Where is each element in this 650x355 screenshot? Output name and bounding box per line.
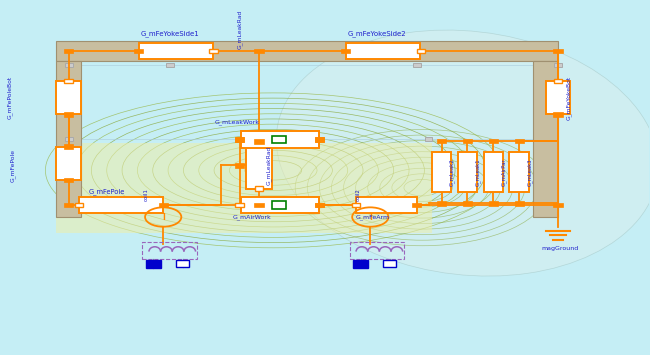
- Bar: [241, 197, 318, 213]
- Bar: [412, 202, 421, 207]
- Bar: [57, 41, 558, 61]
- Bar: [341, 49, 350, 54]
- Bar: [510, 152, 529, 192]
- Bar: [57, 61, 81, 217]
- Bar: [64, 49, 73, 54]
- Bar: [255, 186, 263, 191]
- Bar: [272, 136, 286, 143]
- Text: I: I: [162, 213, 164, 222]
- Text: G_mFePoleBot: G_mFePoleBot: [7, 76, 12, 119]
- Bar: [65, 137, 73, 141]
- Bar: [79, 197, 163, 213]
- Text: magGround: magGround: [542, 246, 579, 251]
- Bar: [315, 137, 324, 142]
- Bar: [553, 202, 562, 207]
- Bar: [458, 152, 477, 192]
- Bar: [534, 61, 558, 217]
- Bar: [432, 152, 451, 192]
- Bar: [346, 43, 421, 59]
- Bar: [64, 112, 73, 117]
- Text: G_mLeakWork: G_mLeakWork: [215, 120, 260, 125]
- Bar: [356, 197, 417, 213]
- Bar: [64, 144, 73, 149]
- Text: G_mFePole: G_mFePole: [10, 149, 16, 182]
- Bar: [146, 260, 161, 268]
- Bar: [437, 201, 446, 206]
- Bar: [413, 63, 421, 67]
- Bar: [241, 131, 318, 148]
- Bar: [489, 138, 498, 143]
- Bar: [553, 49, 562, 54]
- Text: G_mLeakRad: G_mLeakRad: [237, 10, 242, 49]
- Text: coil2: coil2: [356, 188, 361, 201]
- Bar: [272, 202, 286, 209]
- Bar: [254, 139, 263, 144]
- Bar: [463, 201, 472, 206]
- Bar: [139, 43, 213, 59]
- Bar: [166, 63, 174, 67]
- Bar: [546, 81, 570, 114]
- Bar: [209, 49, 218, 53]
- Text: G_mLeakRad: G_mLeakRad: [265, 146, 271, 185]
- Bar: [235, 163, 244, 168]
- Bar: [235, 203, 244, 207]
- Text: G_mLeak2: G_mLeak2: [449, 158, 455, 186]
- Bar: [515, 138, 524, 143]
- Bar: [65, 63, 73, 67]
- Bar: [489, 201, 498, 206]
- Bar: [235, 137, 244, 142]
- Bar: [554, 79, 562, 83]
- Text: G_mLeak3: G_mLeak3: [527, 158, 532, 186]
- Bar: [246, 142, 272, 189]
- Bar: [159, 202, 168, 207]
- Bar: [176, 260, 189, 267]
- Text: coil1: coil1: [144, 188, 149, 201]
- Bar: [235, 137, 244, 142]
- Bar: [352, 203, 360, 207]
- Bar: [75, 203, 83, 207]
- Text: G_mFeYokeSide1: G_mFeYokeSide1: [140, 31, 200, 37]
- Bar: [315, 202, 324, 207]
- Text: G_mFeYokeBot: G_mFeYokeBot: [566, 76, 571, 120]
- Bar: [315, 202, 324, 207]
- Bar: [554, 63, 562, 67]
- Bar: [350, 242, 404, 259]
- Text: G_mFeArm: G_mFeArm: [356, 215, 390, 220]
- Text: G_mAirWork: G_mAirWork: [233, 215, 272, 220]
- Bar: [142, 242, 197, 259]
- Bar: [57, 147, 81, 180]
- Text: G_mLeak1: G_mLeak1: [475, 158, 481, 186]
- Bar: [64, 202, 73, 207]
- Text: G_mFePole: G_mFePole: [89, 188, 125, 195]
- Bar: [315, 137, 324, 142]
- Text: G_mAirPar: G_mAirPar: [501, 158, 507, 186]
- Bar: [254, 202, 263, 207]
- Bar: [254, 49, 263, 54]
- Bar: [57, 81, 81, 114]
- Bar: [64, 178, 73, 182]
- Bar: [553, 112, 562, 117]
- Bar: [417, 49, 425, 53]
- Bar: [437, 138, 446, 143]
- Bar: [57, 143, 432, 233]
- Text: I: I: [369, 213, 372, 222]
- Bar: [353, 260, 369, 268]
- Bar: [463, 138, 472, 143]
- Bar: [484, 152, 503, 192]
- Bar: [424, 137, 432, 141]
- Text: G_mFeYokeSide2: G_mFeYokeSide2: [348, 31, 406, 37]
- Bar: [64, 79, 73, 83]
- Bar: [134, 49, 143, 54]
- Bar: [515, 201, 524, 206]
- Ellipse shape: [276, 30, 650, 276]
- Bar: [384, 260, 396, 267]
